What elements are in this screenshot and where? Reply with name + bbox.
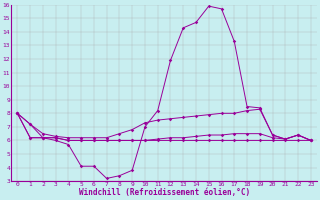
X-axis label: Windchill (Refroidissement éolien,°C): Windchill (Refroidissement éolien,°C) xyxy=(78,188,250,197)
